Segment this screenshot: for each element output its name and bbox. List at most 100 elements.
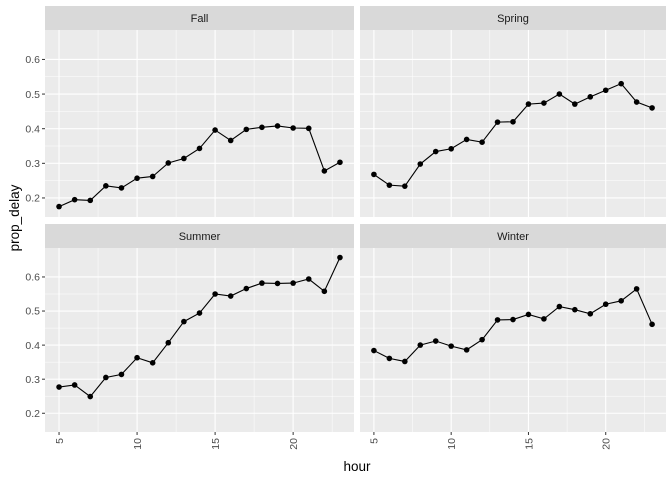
y-tick-label: 0.5 [25,306,40,318]
data-point-fall [321,168,328,174]
data-point-summer [305,276,312,282]
data-point-summer [56,384,62,390]
panel-summer: Summer 0.2 0.3 0.4 0.5 0.6 5 10 15 20 [25,224,354,450]
data-point-spring [572,101,578,107]
data-point-spring [602,87,609,94]
data-point-fall [71,196,78,203]
y-tick-label: 0.6 [25,272,40,284]
data-point-summer [103,374,109,381]
y-tick-label: 0.2 [25,408,40,420]
y-axis-title: prop_delay [7,184,22,251]
data-point-spring [541,100,547,106]
strip-label-spring: Spring [497,13,529,25]
x-tick-label: 15 [523,438,535,450]
strip-label-fall: Fall [191,13,209,25]
data-point-winter [417,342,424,348]
x-tick-label: 10 [446,438,458,450]
x-tick-label: 15 [210,438,222,450]
panel-background-fall [45,30,354,217]
data-point-spring [494,119,501,125]
data-point-winter [556,303,563,310]
panel-winter: Winter 5 10 15 20 [360,224,666,450]
panel-spring: Spring [360,6,666,217]
data-point-fall [274,123,281,129]
y-tick-label: 0.6 [25,54,40,66]
data-point-fall [56,203,62,210]
y-tick-label: 0.4 [25,123,40,135]
data-point-winter [371,347,377,354]
data-point-winter [602,301,609,308]
data-point-spring [371,171,377,178]
data-point-summer [71,382,78,388]
data-point-spring [386,182,393,188]
x-tick-label: 20 [601,438,613,450]
x-tick-label: 20 [288,438,300,450]
data-point-winter [402,358,408,365]
data-point-winter [432,338,439,344]
data-point-winter [510,316,516,323]
data-point-fall [118,185,125,191]
data-point-summer [243,285,250,292]
x-tick-label: 10 [132,438,144,450]
data-point-winter [649,321,655,328]
x-tick-label: 5 [369,438,381,444]
data-point-spring [525,101,532,107]
data-point-winter [525,311,532,318]
data-point-spring [587,94,594,100]
data-point-winter [479,336,485,343]
data-point-fall [103,183,109,189]
panel-fall: Fall 0.2 0.3 0.4 0.5 0.6 [25,6,354,217]
data-point-summer [212,291,218,297]
data-point-summer [321,288,328,295]
data-point-summer [181,318,187,325]
data-point-winter [618,298,624,304]
data-point-fall [134,175,140,182]
data-point-winter [572,306,578,313]
data-point-fall [259,124,265,131]
strip-spring [360,6,666,30]
data-point-fall [305,125,312,132]
data-point-summer [227,293,234,299]
data-point-fall [196,145,203,152]
y-tick-label: 0.3 [25,374,40,386]
data-point-summer [196,310,203,316]
strip-winter [360,224,666,248]
y-tick-label: 0.5 [25,89,40,101]
data-point-fall [149,173,156,180]
data-point-spring [463,136,470,143]
data-point-fall [181,155,187,162]
panels-group: Fall 0.2 0.3 0.4 0.5 0.6 Spring Summer 0.2 0.3 0.4… [25,6,666,450]
data-point-summer [87,393,94,400]
data-point-summer [134,354,140,361]
data-point-spring [649,105,655,111]
y-tick-label: 0.4 [25,340,40,352]
strip-summer [45,224,354,248]
data-point-spring [556,91,563,97]
y-tick-label: 0.2 [25,193,40,205]
data-point-spring [417,161,424,167]
data-point-fall [212,127,218,133]
data-point-summer [290,280,296,286]
x-tick-label: 5 [54,438,66,444]
data-point-summer [259,280,265,286]
x-axis-title: hour [343,459,371,474]
panel-background-winter [360,248,666,432]
data-point-spring [402,183,408,189]
data-point-spring [618,80,624,87]
data-point-winter [386,355,393,362]
data-point-summer [149,360,156,366]
data-point-winter [494,317,501,323]
data-point-summer [165,339,172,346]
data-point-summer [337,254,343,261]
data-point-winter [541,316,547,322]
data-point-fall [227,137,234,144]
strip-fall [45,6,354,30]
data-point-winter [587,310,594,317]
data-point-fall [243,126,250,133]
data-point-winter [448,343,454,349]
data-point-spring [448,145,454,152]
data-point-winter [633,286,640,292]
data-point-spring [432,148,439,155]
data-point-fall [337,159,343,166]
